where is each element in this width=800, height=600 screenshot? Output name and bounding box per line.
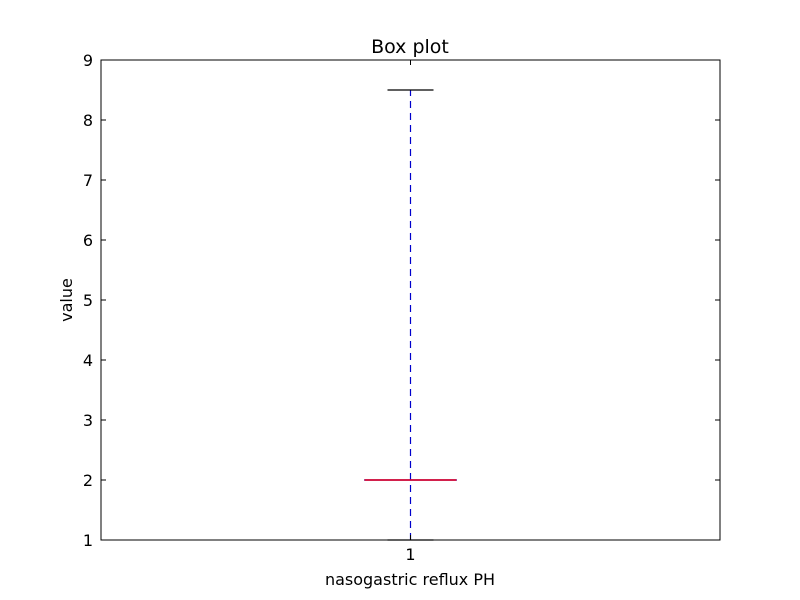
y-tick-label: 5: [83, 291, 93, 310]
y-axis-ticks: 1 2 3 4 5 6 7 8 9: [83, 51, 720, 550]
x-tick-label: 1: [405, 545, 415, 564]
y-tick-label: 2: [83, 471, 93, 490]
y-tick-label: 7: [83, 171, 93, 190]
plot-area: [100, 59, 721, 541]
y-tick-label: 6: [83, 231, 93, 250]
x-axis-ticks: 1: [405, 60, 416, 564]
y-tick-label: 3: [83, 411, 93, 430]
x-axis-label: nasogastric reflux PH: [325, 570, 495, 589]
y-tick-label: 1: [83, 531, 93, 550]
chart-title: Box plot: [371, 36, 449, 58]
y-tick-label: 4: [83, 351, 93, 370]
y-tick-label: 8: [83, 111, 93, 130]
y-tick-label: 9: [83, 51, 93, 70]
y-axis-label: value: [57, 278, 76, 322]
